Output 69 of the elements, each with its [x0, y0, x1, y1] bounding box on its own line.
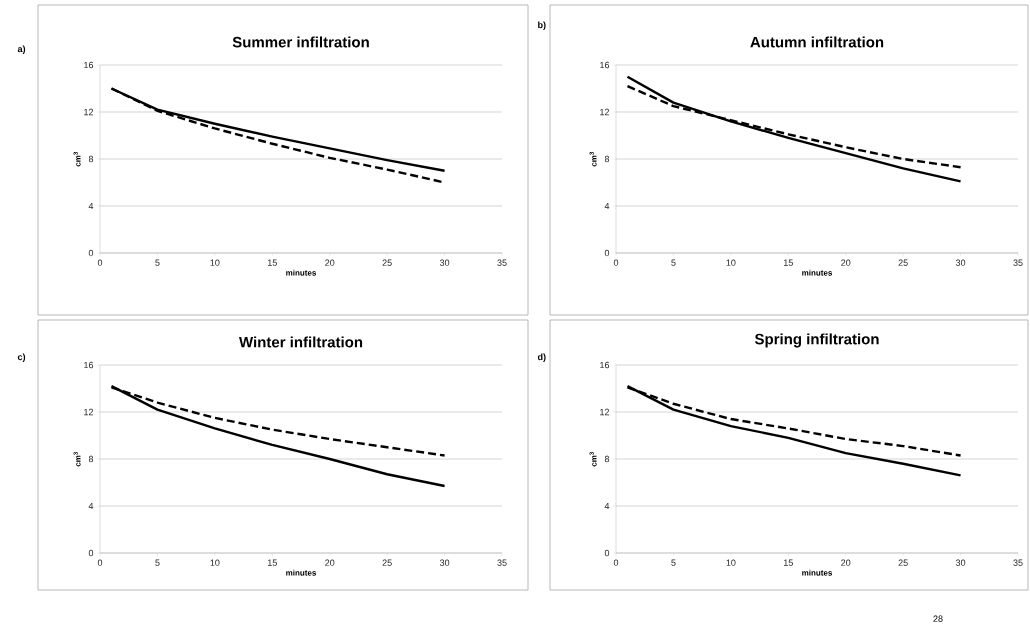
text: a)	[17, 45, 26, 54]
y-tick-label: 0	[604, 249, 610, 257]
x-tick-label: 20	[325, 259, 335, 266]
y-tick-label: 8	[604, 455, 610, 463]
y-tick-label: 8	[88, 155, 94, 163]
y-tick-label: 0	[88, 249, 94, 257]
x-tick-label: 25	[898, 259, 908, 266]
x-tick-label: 30	[955, 559, 966, 566]
y-tick-label: 4	[88, 202, 94, 210]
x-axis-title: minutes	[802, 569, 833, 576]
y-axis-title: cm$^{3}$	[589, 452, 597, 467]
x-tick-label: 15	[267, 559, 277, 566]
chart-title: Spring infiltration	[754, 333, 879, 348]
x-tick-label: 10	[726, 259, 736, 266]
x-tick-label: 5	[671, 559, 676, 566]
chart-title: Summer infiltration	[232, 36, 369, 48]
x-tick-label: 5	[155, 259, 160, 266]
x-tick-label: 0	[97, 559, 103, 566]
y-tick-label: 4	[604, 202, 610, 210]
x-tick-label: 0	[97, 259, 103, 266]
x-tick-label: 25	[382, 259, 392, 266]
y-tick-label: 8	[88, 455, 94, 463]
x-tick-label: 20	[841, 259, 851, 266]
y-tick-label: 16	[600, 361, 610, 369]
x-tick-label: 30	[955, 259, 966, 266]
y-tick-label: 0	[604, 549, 610, 557]
x-tick-label: 5	[671, 259, 676, 266]
y-tick-label: 4	[88, 502, 94, 510]
x-tick-label: 10	[210, 559, 220, 566]
y-tick-label: 8	[604, 155, 610, 163]
x-tick-label: 25	[382, 559, 392, 566]
x-tick-label: 10	[726, 559, 736, 566]
text: d)	[537, 353, 546, 362]
x-tick-label: 15	[267, 259, 277, 266]
y-axis-title: cm$^{3}$	[73, 452, 81, 467]
x-tick-label: 0	[613, 259, 619, 266]
x-tick-label: 10	[210, 259, 220, 266]
x-tick-label: 25	[898, 559, 908, 566]
x-tick-label: 20	[841, 559, 851, 566]
x-axis-title: minutes	[286, 569, 317, 576]
y-axis-title: cm$^{3}$	[73, 152, 81, 167]
x-axis-title: minutes	[286, 269, 317, 276]
x-axis-title: minutes	[802, 269, 833, 276]
y-tick-label: 12	[84, 408, 94, 416]
y-tick-label: 4	[604, 502, 610, 510]
x-tick-label: 35	[1013, 559, 1023, 566]
y-tick-label: 16	[84, 361, 94, 369]
y-tick-label: 12	[600, 108, 610, 116]
text: b)	[538, 21, 546, 30]
x-tick-label: 30	[439, 559, 450, 566]
x-tick-label: 30	[439, 259, 450, 266]
x-tick-label: 5	[155, 559, 160, 566]
y-tick-label: 16	[84, 61, 94, 69]
x-tick-label: 35	[497, 259, 507, 266]
y-axis-title: cm$^{3}$	[589, 152, 597, 167]
x-tick-label: 0	[613, 559, 619, 566]
chart-title: Autumn infiltration	[750, 36, 884, 48]
x-tick-label: 20	[325, 559, 335, 566]
y-tick-label: 12	[84, 108, 94, 116]
y-tick-label: 16	[600, 61, 610, 69]
chart-title: Winter infiltration	[239, 336, 363, 348]
x-tick-label: 15	[783, 259, 793, 266]
text: 28	[933, 615, 943, 622]
y-tick-label: 12	[600, 408, 610, 416]
x-tick-label: 35	[1013, 259, 1023, 266]
x-tick-label: 35	[497, 559, 507, 566]
text: c)	[17, 353, 26, 362]
y-tick-label: 0	[88, 549, 94, 557]
x-tick-label: 15	[783, 559, 793, 566]
